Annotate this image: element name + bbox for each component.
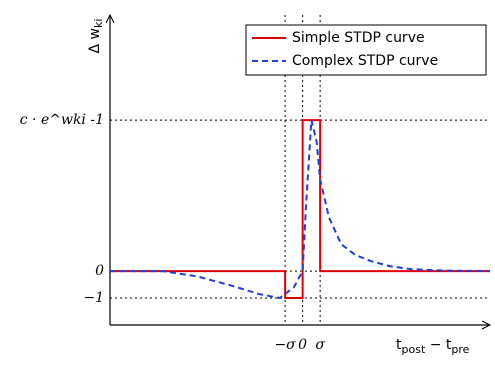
legend-box: [245, 24, 487, 76]
legend-label: Complex STDP curve: [292, 53, 438, 69]
x-tick-label: σ: [315, 337, 325, 353]
legend-label: Simple STDP curve: [292, 30, 425, 46]
x-axis-label: tpost − tpre: [396, 337, 470, 356]
y-label-main: Δ w: [87, 28, 103, 53]
y-tick-label: c · e^wki -1: [20, 112, 104, 128]
x-label-b-sub: pre: [451, 343, 469, 356]
y-tick-label: −1: [83, 290, 104, 306]
y-label-sub: ki: [92, 19, 105, 28]
y-axis-label: Δ wki: [87, 19, 105, 54]
x-label-a: t: [396, 337, 402, 353]
x-label-b: t: [446, 337, 452, 353]
series-line: [110, 119, 491, 300]
x-tick-label: −σ: [274, 337, 296, 353]
series-line: [110, 119, 490, 300]
x-tick-label: 0: [298, 337, 307, 353]
y-tick-label: 0: [95, 263, 104, 279]
x-axis-arrow: [481, 320, 492, 330]
x-label-a-sub: post: [402, 343, 426, 356]
x-label-minus: −: [425, 337, 446, 353]
y-axis-arrow: [105, 13, 115, 24]
